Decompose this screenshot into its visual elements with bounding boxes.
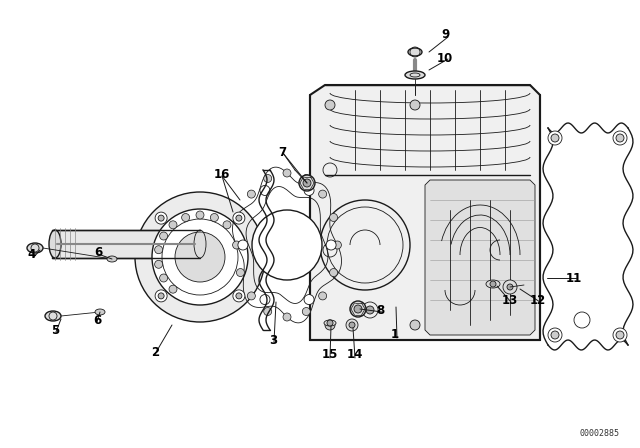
Text: 16: 16 (214, 168, 230, 181)
Circle shape (233, 212, 245, 224)
Circle shape (169, 285, 177, 293)
Circle shape (551, 331, 559, 339)
Ellipse shape (324, 320, 336, 326)
Circle shape (613, 328, 627, 342)
Circle shape (152, 209, 248, 305)
Circle shape (155, 290, 167, 302)
Circle shape (238, 240, 248, 250)
Circle shape (551, 134, 559, 142)
Ellipse shape (27, 243, 43, 253)
Polygon shape (310, 85, 540, 340)
Circle shape (159, 232, 168, 240)
Ellipse shape (95, 309, 105, 315)
Circle shape (616, 134, 624, 142)
Ellipse shape (49, 230, 61, 258)
Ellipse shape (107, 256, 117, 262)
Circle shape (330, 268, 337, 276)
Circle shape (354, 305, 362, 313)
Ellipse shape (45, 311, 61, 321)
Ellipse shape (408, 48, 422, 56)
Text: 6: 6 (93, 314, 101, 327)
Circle shape (236, 268, 244, 276)
Circle shape (169, 221, 177, 229)
Circle shape (236, 215, 242, 221)
Circle shape (325, 320, 335, 330)
Text: 13: 13 (502, 293, 518, 306)
Text: 6: 6 (94, 246, 102, 259)
Circle shape (548, 131, 562, 145)
Text: 9: 9 (441, 29, 449, 42)
Circle shape (299, 175, 315, 191)
Text: 7: 7 (278, 146, 286, 159)
Text: 2: 2 (151, 345, 159, 358)
Circle shape (232, 241, 241, 249)
Circle shape (574, 312, 590, 328)
Circle shape (252, 210, 322, 280)
Circle shape (330, 213, 337, 221)
Circle shape (490, 281, 496, 287)
Circle shape (302, 174, 310, 182)
Text: 11: 11 (566, 271, 582, 284)
Circle shape (264, 307, 272, 315)
Circle shape (155, 212, 167, 224)
Text: 5: 5 (51, 323, 59, 336)
Text: 00002885: 00002885 (580, 429, 620, 438)
Circle shape (319, 292, 326, 300)
Ellipse shape (486, 280, 500, 288)
Circle shape (135, 192, 265, 322)
Circle shape (503, 280, 517, 294)
Circle shape (410, 100, 420, 110)
Ellipse shape (405, 71, 425, 79)
Text: 10: 10 (437, 52, 453, 65)
Circle shape (325, 100, 335, 110)
Circle shape (410, 320, 420, 330)
Circle shape (175, 232, 225, 282)
Text: 15: 15 (322, 349, 338, 362)
Circle shape (283, 169, 291, 177)
Circle shape (613, 131, 627, 145)
Polygon shape (52, 230, 200, 258)
Circle shape (350, 301, 366, 317)
Circle shape (196, 211, 204, 219)
Text: 4: 4 (28, 249, 36, 262)
Text: 8: 8 (376, 303, 384, 316)
Circle shape (248, 292, 255, 300)
Circle shape (616, 331, 624, 339)
Circle shape (326, 240, 336, 250)
Circle shape (302, 307, 310, 315)
Circle shape (233, 290, 245, 302)
Circle shape (333, 241, 341, 249)
Circle shape (283, 313, 291, 321)
Circle shape (366, 306, 374, 314)
Circle shape (158, 215, 164, 221)
Circle shape (303, 179, 311, 187)
Circle shape (260, 294, 270, 305)
Circle shape (248, 190, 255, 198)
Text: 1: 1 (391, 328, 399, 341)
Circle shape (155, 246, 163, 254)
Circle shape (304, 294, 314, 305)
Polygon shape (425, 180, 535, 335)
Circle shape (507, 284, 513, 290)
Circle shape (223, 221, 231, 229)
Circle shape (182, 214, 189, 221)
Text: 3: 3 (269, 333, 277, 346)
Circle shape (158, 293, 164, 299)
Text: 12: 12 (530, 293, 546, 306)
Circle shape (211, 214, 218, 221)
Circle shape (548, 328, 562, 342)
Circle shape (260, 185, 270, 195)
Circle shape (264, 174, 272, 182)
Circle shape (304, 185, 314, 195)
Circle shape (236, 213, 244, 221)
Circle shape (159, 274, 168, 282)
Circle shape (349, 322, 355, 328)
Circle shape (327, 320, 333, 326)
Circle shape (319, 190, 326, 198)
Circle shape (346, 319, 358, 331)
Circle shape (155, 260, 163, 268)
Text: 14: 14 (347, 349, 363, 362)
Circle shape (236, 293, 242, 299)
